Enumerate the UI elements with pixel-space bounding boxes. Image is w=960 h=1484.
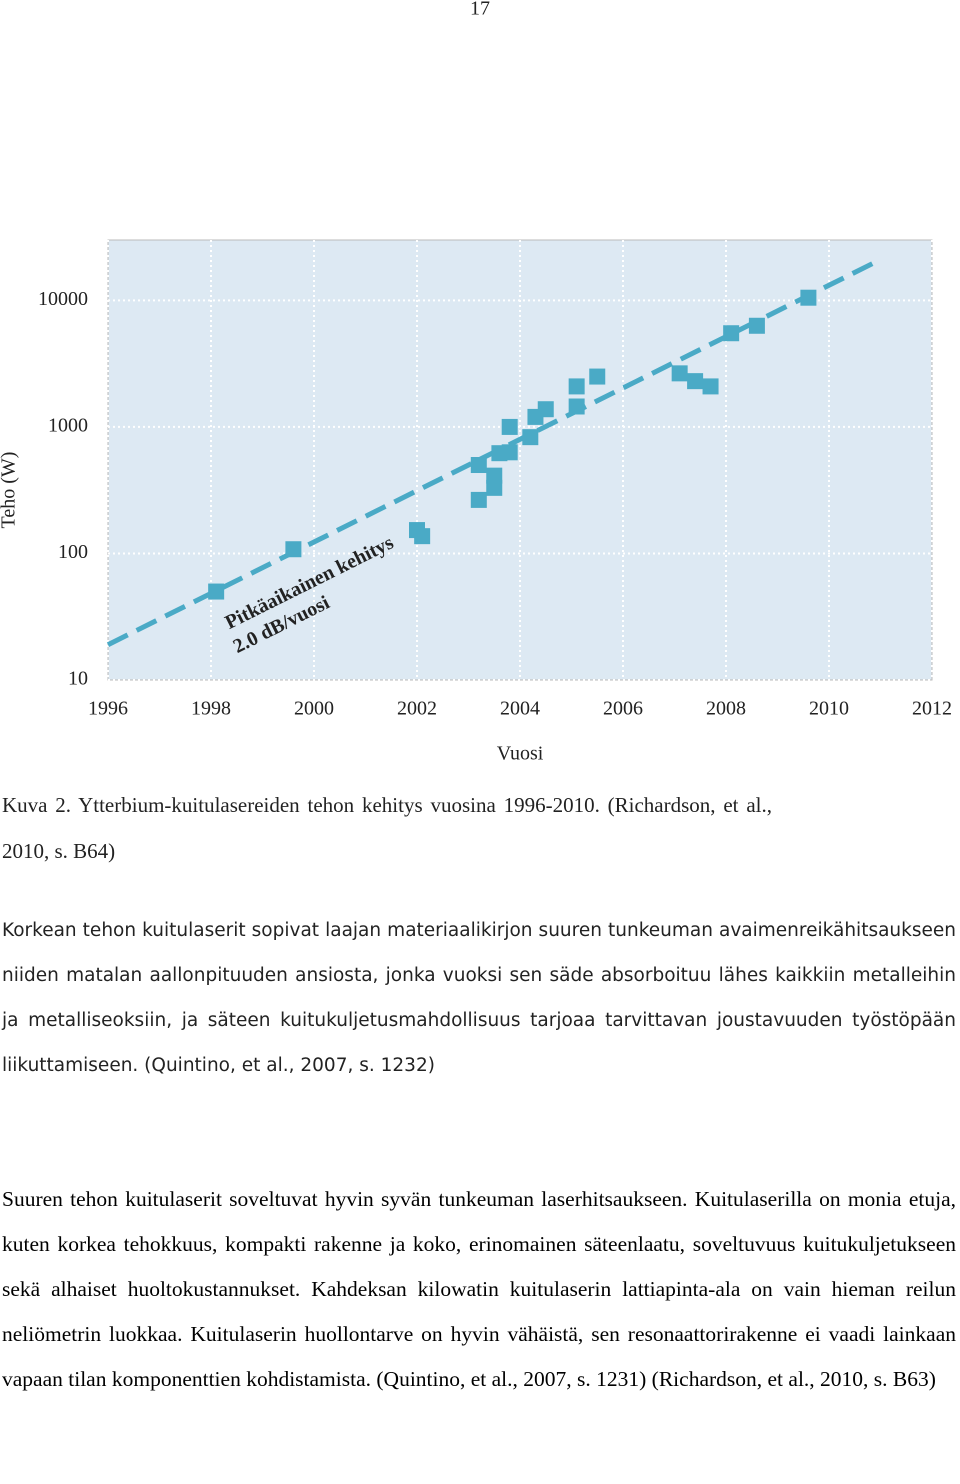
- data-point: [285, 541, 302, 558]
- x-tick-label: 2006: [603, 698, 643, 720]
- data-point: [470, 457, 487, 474]
- data-point: [414, 528, 431, 545]
- data-point: [800, 289, 817, 306]
- data-point: [589, 368, 606, 385]
- y-tick-label: 10: [68, 668, 88, 690]
- caption: Kuva 2. Ytterbium-kuitulasereiden tehon …: [2, 793, 772, 863]
- x-tick-label: 2012: [912, 698, 952, 720]
- x-tick-label: 2004: [500, 698, 540, 720]
- y-axis-label: Teho (W): [0, 452, 20, 529]
- y-tick-label: 10000: [38, 288, 88, 310]
- data-point: [501, 418, 518, 435]
- x-tick-label: 2008: [706, 698, 746, 720]
- x-tick-label: 2010: [809, 698, 849, 720]
- data-point: [568, 398, 585, 415]
- x-tick-label: 1996: [88, 698, 128, 720]
- y-tick-label: 1000: [48, 415, 88, 437]
- data-point: [486, 467, 503, 484]
- data-point: [486, 479, 503, 496]
- data-point: [470, 491, 487, 508]
- paragraph: Korkean tehon kuitulaserit sopivat laaja…: [2, 920, 956, 1076]
- y-tick-label: 100: [58, 541, 88, 563]
- x-tick-label: 2000: [294, 698, 334, 720]
- data-point: [702, 378, 719, 395]
- data-point: [671, 365, 688, 382]
- page-number: 17: [470, 0, 490, 20]
- chart: 17 1996 1998 2000 2002 2004 2006 2008 2010 2012 1…: [0, 0, 952, 765]
- data-point: [748, 317, 765, 334]
- x-tick-label: 1998: [191, 698, 231, 720]
- data-point: [501, 444, 518, 461]
- x-axis-label: Vuosi: [497, 743, 544, 765]
- x-tick-label: 2002: [397, 698, 437, 720]
- data-point: [522, 429, 539, 446]
- data-point: [687, 373, 704, 390]
- data-point: [208, 583, 225, 600]
- data-point: [537, 401, 554, 418]
- paragraph: Suuren tehon kuitulaserit soveltuvat hyv…: [2, 1187, 956, 1391]
- data-point: [568, 378, 585, 395]
- data-point: [723, 325, 740, 342]
